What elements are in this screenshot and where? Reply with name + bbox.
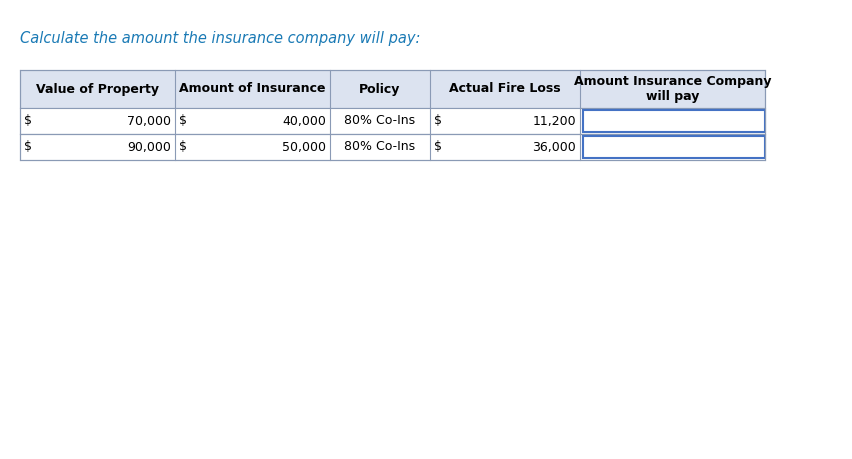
Text: 11,200: 11,200 (532, 114, 576, 128)
Text: 70,000: 70,000 (127, 114, 171, 128)
Bar (583, 136, 765, 158)
Text: Amount Insurance Company
will pay: Amount Insurance Company will pay (573, 75, 771, 103)
Text: $: $ (434, 140, 442, 153)
Text: 36,000: 36,000 (532, 140, 576, 153)
Text: $: $ (179, 114, 187, 128)
Text: Calculate the amount the insurance company will pay:: Calculate the amount the insurance compa… (20, 30, 420, 45)
Text: Value of Property: Value of Property (36, 83, 159, 95)
Bar (583, 110, 765, 132)
Bar (20, 108, 765, 134)
Text: $: $ (434, 114, 442, 128)
Text: $: $ (24, 140, 32, 153)
Text: 80% Co-Ins: 80% Co-Ins (344, 114, 416, 128)
Text: Amount of Insurance: Amount of Insurance (179, 83, 325, 95)
Text: $: $ (179, 140, 187, 153)
Text: 40,000: 40,000 (282, 114, 326, 128)
Text: Policy: Policy (360, 83, 400, 95)
Text: Actual Fire Loss: Actual Fire Loss (449, 83, 561, 95)
Text: 90,000: 90,000 (127, 140, 171, 153)
Bar (20, 70, 765, 108)
Bar (20, 134, 765, 160)
Text: $: $ (24, 114, 32, 128)
Text: 50,000: 50,000 (282, 140, 326, 153)
Text: 80% Co-Ins: 80% Co-Ins (344, 140, 416, 153)
